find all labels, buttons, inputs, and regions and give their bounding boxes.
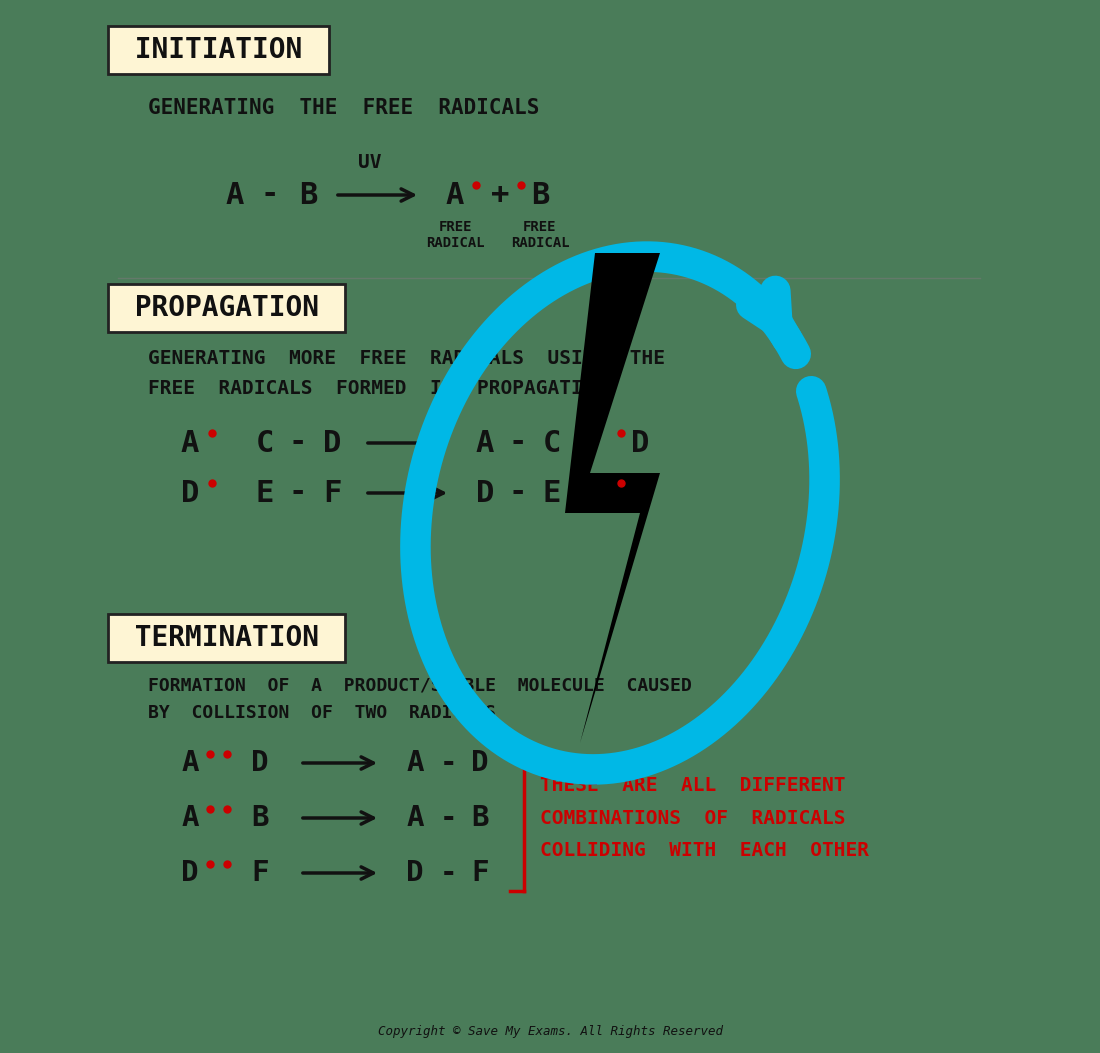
Text: D: D	[476, 478, 494, 508]
Text: D: D	[406, 859, 424, 887]
Text: A: A	[406, 749, 424, 777]
Text: RADICAL: RADICAL	[426, 236, 484, 250]
Text: BY  COLLISION  OF  TWO  RADICALS: BY COLLISION OF TWO RADICALS	[148, 704, 496, 722]
Text: FORMATION  OF  A  PRODUCT/STABLE  MOLECULE  CAUSED: FORMATION OF A PRODUCT/STABLE MOLECULE C…	[148, 676, 692, 694]
Text: A: A	[182, 804, 199, 832]
Text: FREE: FREE	[438, 220, 472, 234]
Text: Copyright © Save My Exams. All Rights Reserved: Copyright © Save My Exams. All Rights Re…	[377, 1025, 723, 1037]
Text: TERMINATION: TERMINATION	[118, 624, 336, 652]
Text: -: -	[261, 180, 279, 210]
Text: D: D	[471, 749, 488, 777]
Text: E: E	[256, 478, 274, 508]
Text: C: C	[542, 429, 561, 457]
Text: B: B	[531, 180, 549, 210]
Text: B: B	[251, 804, 268, 832]
Text: A: A	[446, 180, 464, 210]
Text: F: F	[630, 478, 649, 508]
Text: -: -	[509, 429, 527, 457]
Text: F: F	[251, 859, 268, 887]
Text: GENERATING  MORE  FREE  RADICALS  USING  THE: GENERATING MORE FREE RADICALS USING THE	[148, 349, 666, 367]
Text: A: A	[182, 749, 199, 777]
Text: A: A	[180, 429, 199, 457]
Text: F: F	[471, 859, 488, 887]
Text: -: -	[439, 804, 456, 832]
Text: -: -	[289, 429, 307, 457]
Text: A: A	[476, 429, 494, 457]
Text: A: A	[226, 180, 244, 210]
Text: GENERATING  THE  FREE  RADICALS: GENERATING THE FREE RADICALS	[148, 98, 539, 118]
Text: A: A	[406, 804, 424, 832]
Text: THESE  ARE  ALL  DIFFERENT
COMBINATIONS  OF  RADICALS
COLLIDING  WITH  EACH  OTH: THESE ARE ALL DIFFERENT COMBINATIONS OF …	[540, 776, 869, 860]
Text: -: -	[439, 749, 456, 777]
Text: +: +	[491, 180, 509, 210]
Text: PROPAGATION: PROPAGATION	[118, 294, 336, 322]
Polygon shape	[565, 253, 660, 743]
Text: E: E	[542, 478, 561, 508]
Text: +: +	[581, 429, 600, 457]
Text: D: D	[251, 749, 268, 777]
Text: D: D	[322, 429, 341, 457]
Text: B: B	[299, 180, 317, 210]
Text: FREE: FREE	[524, 220, 557, 234]
Text: D: D	[182, 859, 199, 887]
Text: -: -	[509, 478, 527, 508]
Text: F: F	[322, 478, 341, 508]
Text: B: B	[471, 804, 488, 832]
Text: -: -	[439, 859, 456, 887]
Text: D: D	[180, 478, 199, 508]
Text: FREE  RADICALS  FORMED  IN  PROPAGATION: FREE RADICALS FORMED IN PROPAGATION	[148, 378, 606, 397]
Text: RADICAL: RADICAL	[510, 236, 570, 250]
Text: C: C	[256, 429, 274, 457]
Text: UV: UV	[359, 154, 382, 173]
Text: D: D	[630, 429, 649, 457]
Text: INITIATION: INITIATION	[118, 36, 319, 64]
Text: -: -	[289, 478, 307, 508]
Text: +: +	[581, 478, 600, 508]
